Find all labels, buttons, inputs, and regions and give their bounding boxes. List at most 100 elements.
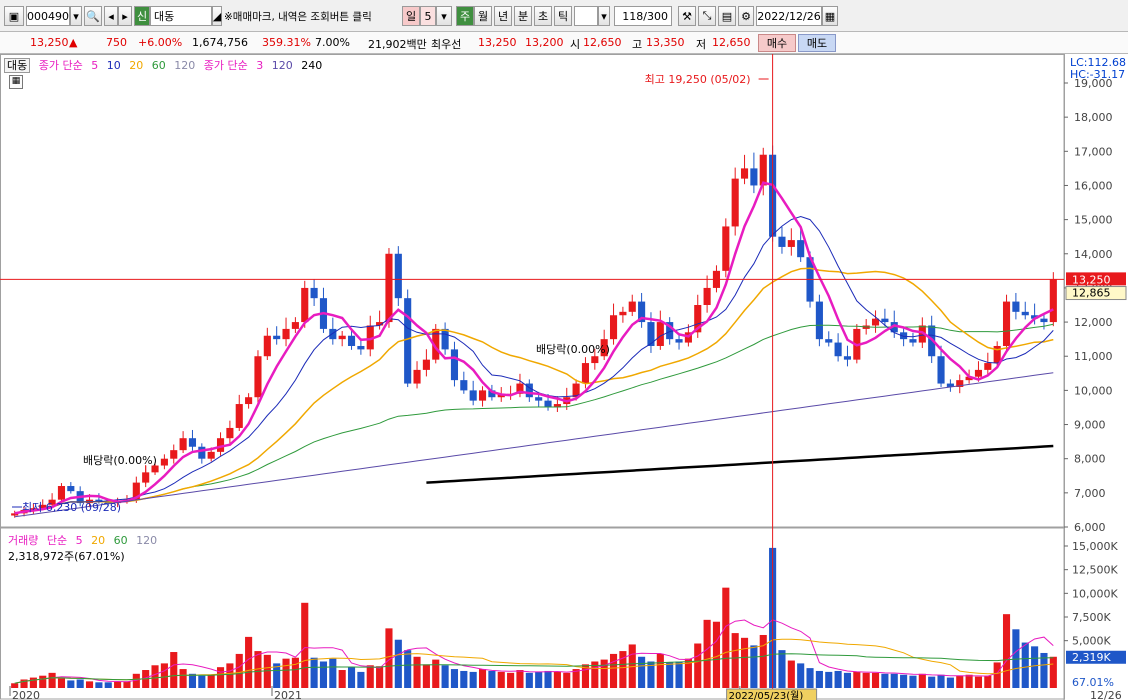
candle-body	[366, 325, 374, 350]
volume-bar	[67, 680, 75, 688]
tick-value-field[interactable]	[574, 6, 598, 26]
volume-bar	[282, 658, 290, 688]
candle-body	[638, 301, 646, 323]
volume-ma20-label: 20	[91, 534, 106, 547]
settings-gear-icon[interactable]: ⚙	[738, 6, 754, 26]
price-tick-label: 16,000	[1074, 179, 1113, 192]
price-volume-chart[interactable]: 19,00018,00017,00016,00015,00014,00013,0…	[0, 54, 1128, 700]
volume-bar	[909, 675, 917, 688]
grid-table-icon[interactable]: ▦	[9, 75, 23, 89]
prev-stock-icon[interactable]: ◂	[104, 6, 118, 26]
stock-name-field[interactable]: 대동	[150, 6, 212, 26]
last-price-tag	[1066, 272, 1126, 286]
sell-button[interactable]: 매도	[798, 34, 836, 52]
period-week-button[interactable]: 주	[456, 6, 474, 26]
volume-bar	[48, 672, 56, 688]
next-stock-icon[interactable]: ▸	[118, 6, 132, 26]
volume-bar	[656, 653, 664, 688]
open-label: 시	[570, 38, 581, 51]
candle-body	[207, 451, 215, 459]
volume-bar	[245, 636, 253, 688]
candle-body	[151, 465, 159, 473]
candle-body	[11, 513, 19, 516]
stock-name-dropdown-icon[interactable]: ◢	[212, 6, 222, 26]
open-price: 12,650	[583, 36, 622, 49]
code-dropdown-icon[interactable]: ▾	[70, 6, 82, 26]
price-change: 750	[106, 36, 127, 49]
volume-bar	[469, 671, 477, 688]
candle-body	[647, 322, 655, 346]
volume-last-tag	[1066, 650, 1126, 664]
window-menu-icon[interactable]: ▣	[4, 6, 24, 26]
volume-bar	[85, 681, 94, 688]
volume-bar	[516, 670, 524, 688]
crosshair-icon[interactable]: ⤡	[698, 6, 716, 26]
volume-bar	[170, 652, 178, 688]
tick-dropdown-icon[interactable]: ▾	[598, 6, 610, 26]
price-panel-frame	[0, 54, 1065, 528]
turnover-rate: 7.00%	[315, 36, 350, 49]
volume-bar	[965, 674, 973, 688]
save-icon[interactable]: ▤	[718, 6, 736, 26]
volume-bar	[235, 653, 243, 688]
candle-body	[1049, 279, 1057, 323]
volume-bar	[254, 651, 262, 688]
high-price: 13,350	[646, 36, 685, 49]
volume-bar	[20, 679, 28, 688]
tools-icon[interactable]: ⚒	[678, 6, 696, 26]
period-value-dropdown-icon[interactable]: ▾	[436, 6, 452, 26]
candle-body	[160, 458, 168, 466]
period-tick-button[interactable]: 틱	[554, 6, 572, 26]
candle-body	[1012, 301, 1020, 312]
volume-title: 거래량	[8, 534, 39, 547]
volume-bar	[956, 675, 964, 688]
stock-code-field[interactable]: 000490	[26, 6, 70, 26]
period-value-field[interactable]: 5	[420, 6, 436, 26]
candle-body	[469, 390, 477, 401]
panel-title[interactable]: 대동	[4, 58, 31, 73]
ma10-line	[14, 215, 1054, 514]
volume-bar	[376, 666, 384, 688]
ma-series-label: 종가 단순	[38, 59, 83, 72]
period-month-button[interactable]: 월	[474, 6, 492, 26]
volume-bar	[778, 650, 786, 688]
price-tick-label: 15,000	[1074, 214, 1113, 227]
volume-bar	[591, 661, 599, 688]
candle-body	[666, 322, 674, 340]
candle-body	[394, 253, 402, 299]
volume-ratio: 359.31%	[262, 36, 311, 49]
candle-body	[535, 397, 543, 401]
period-year-button[interactable]: 년	[494, 6, 512, 26]
volume-bar	[647, 661, 655, 688]
candle-body	[263, 335, 271, 357]
ref-price-label: 12,865	[1072, 287, 1111, 300]
candle-body	[67, 486, 75, 492]
volume-bar	[890, 673, 898, 688]
candle-body	[834, 342, 842, 357]
candle-body	[572, 383, 580, 398]
buy-button[interactable]: 매수	[758, 34, 796, 52]
candle-body	[48, 499, 56, 505]
date-field[interactable]: 2022/12/26	[756, 6, 822, 26]
bottom-date-label: 12/26	[1090, 689, 1122, 700]
data-count-field[interactable]: 118/300	[614, 6, 672, 26]
period-day-button[interactable]: 일	[402, 6, 420, 26]
hc-label: HC:-31.17	[1070, 68, 1125, 81]
price-tick-label: 12,000	[1074, 316, 1113, 329]
period-second-button[interactable]: 초	[534, 6, 552, 26]
volume-bar	[787, 660, 795, 688]
volume-bar	[301, 602, 309, 688]
period-minute-button[interactable]: 분	[514, 6, 532, 26]
best-ask: 13,250	[478, 36, 517, 49]
candle-body	[591, 356, 599, 364]
candle-body	[797, 240, 805, 258]
calendar-icon[interactable]: ▦	[822, 6, 838, 26]
candle-body	[29, 508, 37, 510]
candle-body	[216, 438, 225, 452]
volume-bar	[937, 674, 945, 688]
candle-body	[609, 315, 618, 340]
volume-tick-label: 12,500K	[1072, 564, 1118, 577]
search-icon[interactable]: 🔍	[84, 6, 102, 26]
candle-body	[376, 322, 384, 326]
current-price: 13,250	[30, 36, 69, 49]
